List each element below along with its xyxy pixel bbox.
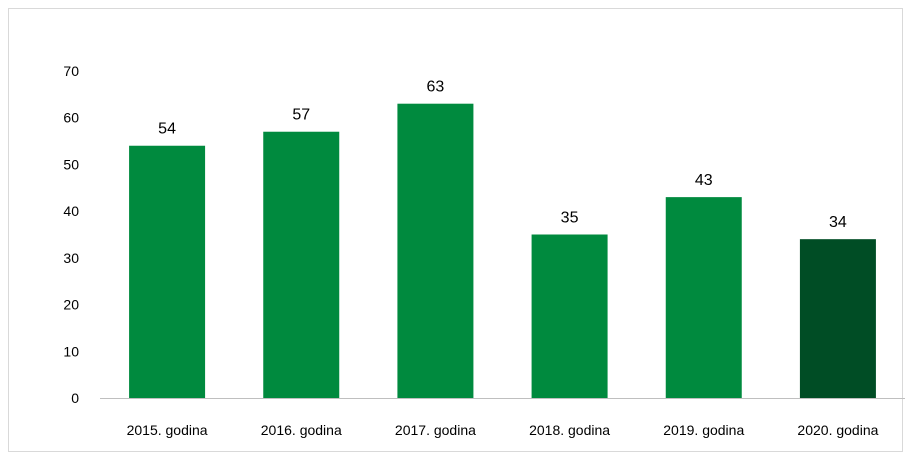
bar-2020-godina bbox=[799, 239, 876, 398]
y-tick-label: 60 bbox=[63, 110, 79, 126]
y-tick-label: 20 bbox=[63, 297, 79, 313]
x-tick-label: 2019. godina bbox=[663, 422, 744, 438]
data-label: 57 bbox=[292, 107, 310, 124]
category-labels-group: 2015. godina 2016. godina 2017. godina 2018… bbox=[127, 422, 879, 438]
bar-2015-godina bbox=[129, 145, 206, 398]
data-label: 35 bbox=[561, 210, 579, 227]
bar-2016-godina bbox=[263, 131, 340, 398]
bar-2018-godina bbox=[531, 234, 608, 398]
y-axis-ticks: 0 10 20 30 40 50 60 70 bbox=[63, 63, 79, 406]
y-tick-label: 40 bbox=[63, 203, 79, 219]
y-tick-label: 30 bbox=[63, 250, 79, 266]
bar-2017-godina bbox=[397, 103, 474, 398]
x-tick-label: 2015. godina bbox=[127, 422, 208, 438]
x-tick-label: 2020. godina bbox=[797, 422, 878, 438]
y-tick-label: 70 bbox=[63, 63, 79, 79]
x-tick-label: 2018. godina bbox=[529, 422, 610, 438]
data-label: 63 bbox=[427, 79, 445, 96]
x-tick-label: 2016. godina bbox=[261, 422, 342, 438]
y-tick-label: 50 bbox=[63, 156, 79, 172]
x-tick-label: 2017. godina bbox=[395, 422, 476, 438]
bars-group bbox=[129, 103, 876, 398]
data-label: 34 bbox=[829, 214, 847, 231]
bar-2019-godina bbox=[665, 197, 742, 398]
data-label: 43 bbox=[695, 172, 713, 189]
y-tick-label: 0 bbox=[71, 390, 79, 406]
data-labels-group: 54 57 63 35 43 34 bbox=[158, 79, 847, 231]
y-tick-label: 10 bbox=[63, 343, 79, 359]
data-label: 54 bbox=[158, 121, 176, 138]
